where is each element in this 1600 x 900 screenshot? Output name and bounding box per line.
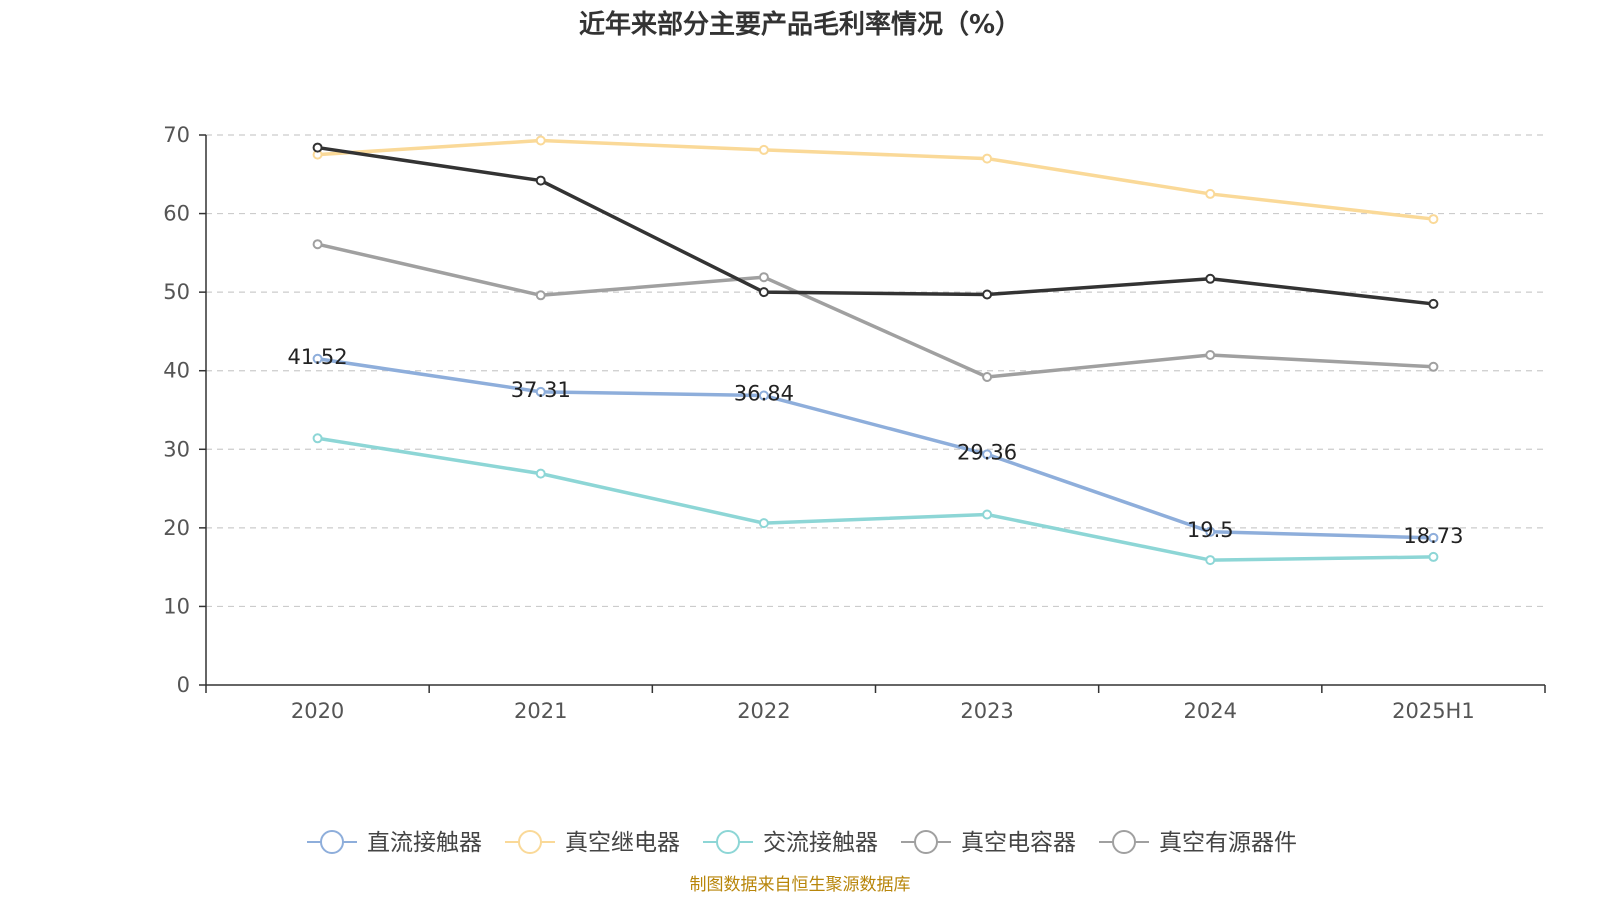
series-line (317, 145, 1434, 306)
data-point[interactable] (1205, 188, 1216, 199)
data-point[interactable] (758, 390, 769, 401)
data-point[interactable] (535, 468, 546, 479)
data-point[interactable] (1428, 214, 1439, 225)
data-point[interactable] (312, 433, 323, 444)
legend-marker (1112, 830, 1136, 854)
data-point[interactable] (1205, 350, 1216, 360)
y-tick-label: 10 (163, 594, 190, 618)
data-label: 37.31 (511, 378, 571, 402)
y-tick-label: 0 (177, 673, 190, 697)
series-line (317, 436, 1434, 562)
data-point[interactable] (535, 135, 546, 146)
x-tick-label: 2024 (1184, 699, 1237, 723)
axes: 0 10 20 30 40 50 60 70 2020 2021 2022 2023 2024 2025H… (163, 123, 1546, 723)
data-point[interactable] (1205, 526, 1216, 537)
legend-label: 直流接触器 (367, 830, 482, 856)
data-point[interactable] (1428, 532, 1439, 543)
data-point[interactable] (982, 289, 993, 300)
data-labels: 41.52 37.31 36.84 29.36 19.5 18.73 (288, 345, 1464, 548)
chart-title: 近年来部分主要产品毛利率情况（%） (579, 9, 1021, 40)
legend-item-3[interactable]: 交流接触器 (703, 830, 878, 856)
x-tick-label: 2020 (291, 699, 344, 723)
legend-item-2[interactable]: 真空继电器 (505, 830, 680, 856)
series-3 (312, 433, 1439, 566)
series-4 (312, 239, 1439, 382)
data-point[interactable] (982, 509, 993, 520)
x-tick-label: 2025H1 (1392, 699, 1475, 723)
data-point[interactable] (758, 518, 769, 529)
series-2 (312, 135, 1439, 225)
legend-item-5[interactable]: 真空有源器件 (1099, 830, 1297, 856)
data-point[interactable] (1428, 551, 1439, 562)
y-tick-label: 20 (163, 516, 190, 540)
data-point[interactable] (535, 386, 546, 397)
data-point[interactable] (312, 353, 323, 364)
data-point[interactable] (758, 272, 769, 283)
legend-label: 交流接触器 (763, 830, 878, 856)
y-tick-label: 30 (163, 437, 190, 461)
data-point[interactable] (312, 239, 323, 250)
data-point[interactable] (982, 372, 993, 382)
data-point[interactable] (312, 142, 323, 153)
legend-marker (716, 830, 740, 854)
data-point[interactable] (1205, 273, 1216, 284)
x-tick-label: 2021 (514, 699, 567, 723)
series-line (317, 242, 1434, 379)
y-tick-label: 60 (163, 202, 190, 226)
data-point[interactable] (982, 449, 993, 460)
legend-marker (320, 830, 344, 854)
data-point[interactable] (1205, 555, 1216, 566)
legend-item-4[interactable]: 真空电容器 (901, 830, 1076, 856)
legend-label: 真空有源器件 (1159, 830, 1297, 856)
data-label: 18.73 (1403, 524, 1463, 548)
data-point[interactable] (1428, 361, 1439, 372)
data-point[interactable] (758, 144, 769, 155)
data-point[interactable] (758, 287, 769, 298)
data-label: 29.36 (957, 440, 1017, 464)
series-line (317, 357, 1434, 540)
series-lines (312, 135, 1439, 566)
legend[interactable]: 直流接触器 真空继电器 交流接触器 真空电容器 真空有源器件 (307, 830, 1297, 856)
data-label: 36.84 (734, 382, 794, 406)
x-tick-label: 2023 (960, 699, 1013, 723)
data-point[interactable] (1428, 298, 1439, 309)
data-point[interactable] (535, 175, 546, 186)
legend-label: 真空电容器 (961, 830, 1076, 856)
series-5 (312, 142, 1439, 309)
data-point[interactable] (535, 290, 546, 301)
series-1 (312, 353, 1439, 543)
series-line (317, 138, 1434, 221)
data-label: 19.5 (1187, 518, 1234, 542)
source-note: 制图数据来自恒生聚源数据库 (690, 875, 911, 895)
data-label: 41.52 (288, 345, 348, 369)
legend-label: 真空继电器 (565, 830, 680, 856)
legend-item-1[interactable]: 直流接触器 (307, 830, 482, 856)
data-point[interactable] (982, 153, 993, 164)
x-tick-label: 2022 (737, 699, 790, 723)
y-tick-label: 50 (163, 280, 190, 304)
y-tick-label: 70 (163, 123, 190, 147)
y-tick-label: 40 (163, 359, 190, 383)
legend-marker (914, 830, 938, 854)
legend-marker (518, 830, 542, 854)
